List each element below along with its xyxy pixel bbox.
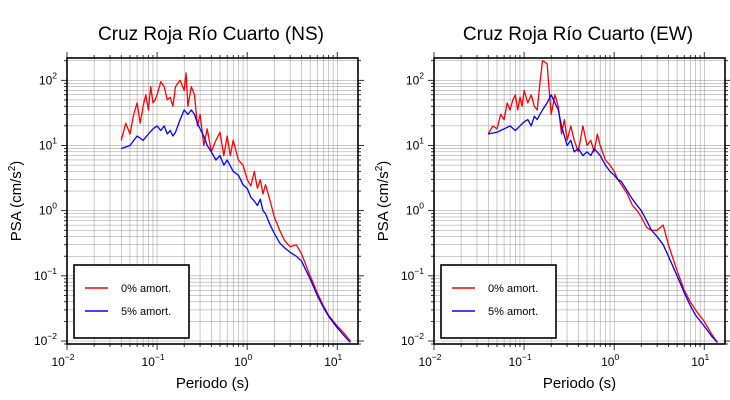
x-tick-exponent: −2 [432, 352, 442, 362]
x-tick-exponent: −2 [65, 352, 75, 362]
x-tick-exponent: 0 [247, 352, 252, 362]
y-axis-label-close: ) [8, 161, 25, 166]
y-tick-exponent: 0 [52, 201, 57, 211]
x-axis-label: Periodo (s) [176, 375, 249, 392]
y-tick-label: 10−1 [401, 266, 424, 283]
legend-box [440, 264, 557, 339]
x-tick-base: 10 [142, 355, 156, 369]
legend-label: 5% amort. [121, 306, 171, 318]
y-tick-label: 100 [39, 201, 57, 218]
chart-panel-ew: Cruz Roja Río Cuarto (EW)10−2 10−1 100 1011… [374, 24, 730, 392]
y-tick-exponent: −2 [47, 331, 57, 341]
x-tick-label: 100 [234, 352, 252, 369]
y-tick-base: 10 [34, 334, 48, 348]
series-line-damping-5 [488, 94, 718, 343]
x-tick-label: 10−1 [142, 352, 165, 369]
series-lines [487, 60, 718, 343]
x-tick-base: 10 [691, 355, 705, 369]
y-tick-label: 101 [39, 135, 57, 152]
x-tick-base: 10 [324, 355, 338, 369]
y-tick-base: 10 [406, 138, 420, 152]
y-tick-label: 102 [39, 70, 57, 87]
x-tick-label: 10−2 [418, 352, 441, 369]
y-tick-label: 101 [406, 135, 424, 152]
chart-panel-ns: Cruz Roja Río Cuarto (NS)10−2 10−1 100 1011… [7, 24, 364, 392]
x-tick-base: 10 [418, 355, 432, 369]
legend-label: 0% amort. [488, 283, 538, 295]
chart-title: Cruz Roja Río Cuarto (EW) [463, 24, 693, 45]
x-axis-label: Periodo (s) [543, 375, 616, 392]
y-tick-exponent: 0 [419, 201, 424, 211]
x-tick-label: 100 [601, 352, 619, 369]
y-tick-base: 10 [401, 269, 415, 283]
y-tick-exponent: 1 [419, 135, 424, 145]
y-axis-label-exponent: 2 [7, 165, 18, 171]
y-tick-label: 10−2 [401, 331, 424, 348]
series-line-damping-5 [120, 109, 351, 343]
y-tick-base: 10 [39, 204, 53, 218]
legend-box [73, 264, 190, 339]
plot-frame [433, 57, 726, 345]
x-tick-label: 101 [324, 352, 342, 369]
y-tick-base: 10 [406, 73, 420, 87]
chart-title: Cruz Roja Río Cuarto (NS) [98, 24, 324, 45]
legend-label: 0% amort. [121, 283, 171, 295]
y-tick-base: 10 [39, 73, 53, 87]
y-tick-label: 10−2 [34, 331, 57, 348]
y-axis-label-close: ) [375, 161, 392, 166]
y-tick-exponent: 2 [419, 70, 424, 80]
y-tick-label: 10−1 [34, 266, 57, 283]
y-tick-base: 10 [406, 204, 420, 218]
x-tick-label: 101 [691, 352, 709, 369]
y-tick-exponent: −1 [47, 266, 57, 276]
x-tick-exponent: 0 [614, 352, 619, 362]
y-axis-label-text: PSA (cm/s [8, 171, 25, 241]
y-axis-label: PSA (cm/s2) [374, 161, 392, 242]
x-tick-base: 10 [509, 355, 523, 369]
y-tick-base: 10 [34, 269, 48, 283]
plot-frame [66, 57, 359, 345]
x-tick-exponent: −1 [522, 352, 532, 362]
x-tick-base: 10 [51, 355, 65, 369]
legend: 0% amort. 5% amort. [440, 264, 557, 339]
x-tick-label: 10−1 [509, 352, 532, 369]
legend-label: 5% amort. [488, 306, 538, 318]
grid-lines [61, 52, 364, 350]
series-lines [120, 72, 351, 343]
y-axis-label-text: PSA (cm/s [375, 171, 392, 241]
y-tick-label: 102 [406, 70, 424, 87]
y-tick-exponent: −2 [414, 331, 424, 341]
y-tick-exponent: 1 [52, 135, 57, 145]
x-tick-base: 10 [234, 355, 248, 369]
x-tick-base: 10 [601, 355, 615, 369]
x-tick-exponent: 1 [338, 352, 343, 362]
legend: 0% amort. 5% amort. [73, 264, 190, 339]
y-tick-exponent: 2 [52, 70, 57, 80]
y-axis-label-exponent: 2 [374, 165, 385, 171]
y-tick-label: 100 [406, 201, 424, 218]
x-tick-exponent: −1 [155, 352, 165, 362]
y-tick-exponent: −1 [414, 266, 424, 276]
y-axis-label: PSA (cm/s2) [7, 161, 25, 242]
x-tick-label: 10−2 [51, 352, 74, 369]
x-tick-exponent: 1 [705, 352, 710, 362]
y-tick-base: 10 [401, 334, 415, 348]
series-line-damping-0 [487, 60, 718, 343]
y-tick-base: 10 [39, 138, 53, 152]
